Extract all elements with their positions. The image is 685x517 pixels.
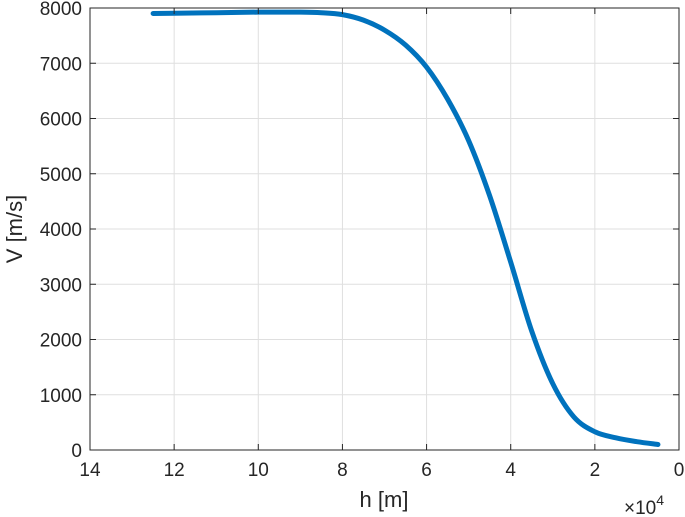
y-axis-label: V [m/s] [2, 195, 27, 263]
x-tick-label: 8 [337, 460, 348, 481]
y-tick-label: 1000 [40, 386, 82, 407]
x-tick-label: 4 [505, 460, 516, 481]
x-tick-label: 12 [164, 460, 185, 481]
series-group [150, 9, 661, 447]
y-tick-label: 8000 [40, 0, 82, 20]
x-tick-label: 14 [79, 460, 101, 481]
x-exponent-base: ×10 [624, 498, 656, 517]
y-tick-labels: 0 1000 2000 3000 4000 5000 6000 7000 8000 [40, 0, 82, 462]
x-exponent-power: 4 [656, 492, 664, 508]
y-tick-label: 4000 [40, 220, 82, 241]
y-tick-label: 5000 [40, 165, 82, 186]
x-axis-label: h [m] [360, 487, 409, 512]
y-tick-label: 3000 [40, 275, 82, 296]
x-tick-label: 6 [421, 460, 432, 481]
x-tick-label: 10 [248, 460, 269, 481]
y-tick-label: 6000 [40, 110, 82, 131]
x-tick-label: 2 [590, 460, 601, 481]
y-tick-label: 2000 [40, 331, 82, 352]
y-tick-label: 0 [71, 441, 82, 462]
x-tick-label: 0 [674, 460, 685, 481]
x-tick-labels: 14 12 10 8 6 4 2 0 [79, 460, 684, 481]
series-line [150, 9, 661, 447]
x-exponent-label: ×104 [624, 492, 664, 517]
ticks [89, 7, 680, 451]
y-tick-label: 7000 [40, 54, 82, 75]
